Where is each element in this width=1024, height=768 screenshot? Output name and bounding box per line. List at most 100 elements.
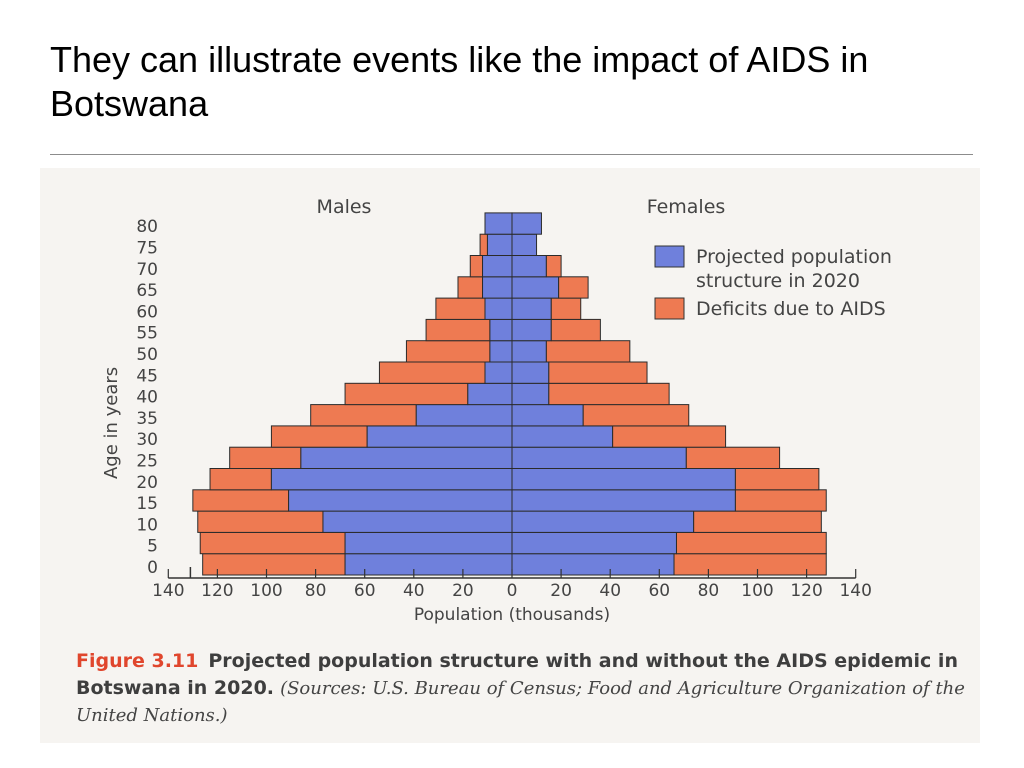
bar-male-projected-25 xyxy=(300,446,513,470)
legend-swatch-deficit xyxy=(654,297,685,320)
bar-female-deficit-0 xyxy=(673,553,827,576)
legend-label-projected: Projected population xyxy=(696,246,892,268)
bar-female-deficit-20 xyxy=(734,468,820,491)
x-tick-label-8: 20 xyxy=(550,581,572,601)
bar-male-projected-30 xyxy=(366,425,513,448)
bar-male-deficit-75 xyxy=(479,233,488,256)
y-tick-label-65: 65 xyxy=(136,281,158,301)
bar-male-projected-75 xyxy=(486,233,513,256)
bar-female-projected-80 xyxy=(511,212,542,235)
legend-label-projected-line2: structure in 2020 xyxy=(696,270,860,292)
x-tick-label-0: 140 xyxy=(152,581,184,601)
y-tick-label-10: 10 xyxy=(136,515,158,535)
y-tick-label-20: 20 xyxy=(136,473,158,493)
bar-female-deficit-10 xyxy=(693,510,822,533)
x-axis-label: Population (thousands) xyxy=(414,605,610,625)
bar-male-projected-15 xyxy=(288,489,513,512)
x-tick-label-13: 120 xyxy=(790,581,822,601)
bar-female-deficit-55 xyxy=(550,318,601,342)
bar-female-projected-30 xyxy=(511,425,614,448)
bar-female-projected-25 xyxy=(511,446,687,470)
bar-female-deficit-40 xyxy=(548,382,670,406)
x-tick-label-11: 80 xyxy=(698,581,720,601)
bar-male-deficit-0 xyxy=(202,553,346,576)
x-tick-label-10: 60 xyxy=(648,581,670,601)
x-tick-label-7: 0 xyxy=(507,581,518,601)
y-tick-label-35: 35 xyxy=(136,409,158,429)
bar-male-deficit-45 xyxy=(378,361,486,384)
bar-male-projected-60 xyxy=(484,297,513,320)
bar-male-projected-10 xyxy=(322,510,513,533)
bar-male-projected-0 xyxy=(344,553,513,576)
bar-female-deficit-65 xyxy=(558,276,589,299)
bar-female-projected-10 xyxy=(511,510,695,533)
bar-female-deficit-35 xyxy=(582,404,690,427)
figure-caption-text: Projected population structure with and … xyxy=(76,650,958,699)
females-label: Females xyxy=(647,196,726,218)
figure-caption: Figure 3.11 Projected population structur… xyxy=(76,648,976,729)
bar-female-deficit-30 xyxy=(612,425,727,448)
y-axis-label: Age in years xyxy=(101,367,122,479)
y-tick-label-45: 45 xyxy=(136,366,158,386)
bar-male-deficit-55 xyxy=(425,318,491,342)
bar-male-deficit-40 xyxy=(344,382,469,406)
y-tick-label-80: 80 xyxy=(136,217,158,237)
bar-male-projected-55 xyxy=(489,318,513,342)
bar-female-projected-45 xyxy=(511,361,550,384)
bar-male-deficit-50 xyxy=(405,340,491,363)
bar-female-projected-5 xyxy=(511,531,677,555)
bar-male-deficit-60 xyxy=(435,297,486,320)
bar-male-deficit-25 xyxy=(229,446,302,470)
x-tick-label-3: 80 xyxy=(305,581,327,601)
bar-female-projected-75 xyxy=(511,233,538,256)
bar-female-projected-50 xyxy=(511,340,547,363)
bar-female-deficit-60 xyxy=(550,297,582,320)
bar-male-projected-45 xyxy=(484,361,513,384)
bar-male-deficit-5 xyxy=(199,531,346,555)
x-tick-label-12: 100 xyxy=(741,581,773,601)
bar-female-projected-20 xyxy=(511,468,736,491)
bar-male-projected-80 xyxy=(484,212,513,235)
title-divider xyxy=(50,154,973,155)
bar-female-projected-15 xyxy=(511,489,736,512)
x-tick-label-6: 20 xyxy=(452,581,474,601)
bar-female-deficit-70 xyxy=(545,255,562,278)
bar-male-projected-40 xyxy=(467,382,513,406)
bar-female-projected-0 xyxy=(511,553,675,576)
legend: Projected population structure in 2020 D… xyxy=(654,245,892,320)
x-tick-label-1: 120 xyxy=(201,581,233,601)
x-tick-label-4: 60 xyxy=(354,581,376,601)
bar-female-projected-55 xyxy=(511,318,552,342)
bar-male-deficit-15 xyxy=(192,489,290,512)
bar-female-projected-70 xyxy=(511,255,547,278)
x-tick-label-5: 40 xyxy=(403,581,425,601)
bar-male-projected-20 xyxy=(270,468,513,491)
bar-male-projected-70 xyxy=(482,255,513,278)
y-tick-label-25: 25 xyxy=(136,452,158,472)
bar-female-deficit-15 xyxy=(734,489,827,512)
bar-female-projected-60 xyxy=(511,297,552,320)
population-pyramid-chart: Population (thousands) Age in years Male… xyxy=(101,196,892,625)
bar-male-deficit-70 xyxy=(469,255,484,278)
bar-male-deficit-30 xyxy=(270,425,368,448)
bar-male-projected-35 xyxy=(415,404,513,427)
y-tick-label-0: 0 xyxy=(147,558,158,578)
bar-male-projected-50 xyxy=(489,340,513,363)
x-tick-label-9: 40 xyxy=(599,581,621,601)
bar-female-projected-40 xyxy=(511,382,550,406)
bar-female-deficit-25 xyxy=(685,446,781,470)
bar-female-projected-35 xyxy=(511,404,584,427)
x-tick-label-14: 140 xyxy=(839,581,871,601)
y-tick-label-5: 5 xyxy=(147,537,158,557)
figure-number: Figure 3.11 xyxy=(76,650,199,672)
x-tick-label-2: 100 xyxy=(250,581,282,601)
bar-female-deficit-5 xyxy=(675,531,827,555)
bar-male-deficit-20 xyxy=(209,468,272,491)
y-tick-label-40: 40 xyxy=(136,388,158,408)
y-tick-label-50: 50 xyxy=(136,345,158,365)
bar-female-deficit-45 xyxy=(548,361,648,384)
bar-male-deficit-35 xyxy=(310,404,417,427)
y-tick-label-60: 60 xyxy=(136,302,158,322)
y-tick-label-15: 15 xyxy=(136,494,158,514)
legend-swatch-projected xyxy=(654,245,685,268)
